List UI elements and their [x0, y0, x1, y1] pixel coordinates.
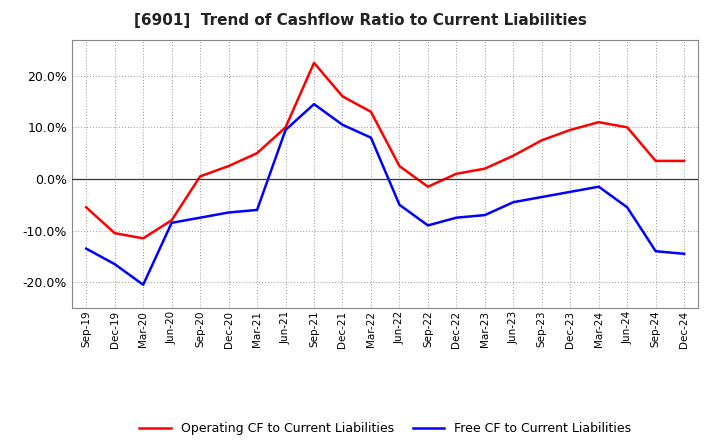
Operating CF to Current Liabilities: [338, 94, 347, 99]
Operating CF to Current Liabilities: [509, 153, 518, 158]
Free CF to Current Liabilities: [139, 282, 148, 287]
Free CF to Current Liabilities: [566, 189, 575, 194]
Text: [6901]  Trend of Cashflow Ratio to Current Liabilities: [6901] Trend of Cashflow Ratio to Curren…: [134, 13, 586, 28]
Free CF to Current Liabilities: [480, 213, 489, 218]
Free CF to Current Liabilities: [652, 249, 660, 254]
Legend: Operating CF to Current Liabilities, Free CF to Current Liabilities: Operating CF to Current Liabilities, Fre…: [133, 416, 637, 440]
Free CF to Current Liabilities: [595, 184, 603, 189]
Operating CF to Current Liabilities: [225, 163, 233, 169]
Operating CF to Current Liabilities: [310, 60, 318, 66]
Free CF to Current Liabilities: [452, 215, 461, 220]
Operating CF to Current Liabilities: [82, 205, 91, 210]
Line: Operating CF to Current Liabilities: Operating CF to Current Liabilities: [86, 63, 684, 238]
Free CF to Current Liabilities: [537, 194, 546, 200]
Line: Free CF to Current Liabilities: Free CF to Current Liabilities: [86, 104, 684, 285]
Operating CF to Current Liabilities: [623, 125, 631, 130]
Operating CF to Current Liabilities: [566, 127, 575, 132]
Operating CF to Current Liabilities: [595, 120, 603, 125]
Operating CF to Current Liabilities: [366, 109, 375, 114]
Free CF to Current Liabilities: [338, 122, 347, 128]
Free CF to Current Liabilities: [253, 207, 261, 213]
Free CF to Current Liabilities: [509, 200, 518, 205]
Operating CF to Current Liabilities: [282, 125, 290, 130]
Operating CF to Current Liabilities: [652, 158, 660, 164]
Free CF to Current Liabilities: [680, 251, 688, 257]
Free CF to Current Liabilities: [167, 220, 176, 225]
Free CF to Current Liabilities: [366, 135, 375, 140]
Operating CF to Current Liabilities: [423, 184, 432, 189]
Operating CF to Current Liabilities: [253, 150, 261, 156]
Free CF to Current Liabilities: [82, 246, 91, 251]
Free CF to Current Liabilities: [310, 102, 318, 107]
Free CF to Current Liabilities: [282, 127, 290, 132]
Free CF to Current Liabilities: [623, 205, 631, 210]
Operating CF to Current Liabilities: [395, 163, 404, 169]
Operating CF to Current Liabilities: [110, 231, 119, 236]
Operating CF to Current Liabilities: [196, 174, 204, 179]
Operating CF to Current Liabilities: [680, 158, 688, 164]
Free CF to Current Liabilities: [423, 223, 432, 228]
Operating CF to Current Liabilities: [480, 166, 489, 171]
Free CF to Current Liabilities: [225, 210, 233, 215]
Free CF to Current Liabilities: [395, 202, 404, 207]
Free CF to Current Liabilities: [196, 215, 204, 220]
Free CF to Current Liabilities: [110, 261, 119, 267]
Operating CF to Current Liabilities: [139, 236, 148, 241]
Operating CF to Current Liabilities: [452, 171, 461, 176]
Operating CF to Current Liabilities: [537, 138, 546, 143]
Operating CF to Current Liabilities: [167, 218, 176, 223]
